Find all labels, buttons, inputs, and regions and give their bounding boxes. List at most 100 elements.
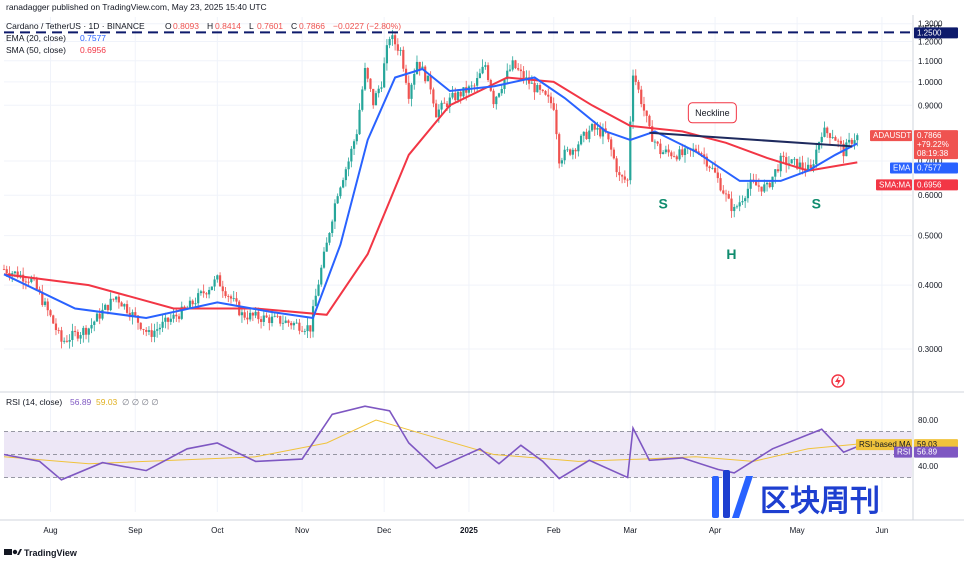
resistance-tag-text: 1.2500 xyxy=(917,28,942,37)
candle xyxy=(407,75,410,104)
candle xyxy=(662,150,665,155)
candle xyxy=(216,274,219,283)
price-tags: 1.2500 ADAUSDT 0.7866+79.22%08:19:38 EMA 0.7… xyxy=(856,27,958,458)
candle-body xyxy=(508,69,512,71)
candle-body xyxy=(246,317,249,320)
candle xyxy=(63,337,66,344)
candle-body xyxy=(84,327,88,335)
candle xyxy=(317,279,320,297)
candle-body xyxy=(776,169,780,172)
candle-body xyxy=(768,182,771,188)
candle xyxy=(309,325,312,339)
candle-body xyxy=(388,39,391,46)
candle-body xyxy=(533,82,536,93)
candle-body xyxy=(268,317,271,324)
candle xyxy=(199,289,203,296)
candle-body xyxy=(538,85,542,90)
candle-body xyxy=(511,60,514,70)
candle xyxy=(369,78,372,93)
candle xyxy=(659,138,662,159)
candle-body xyxy=(243,312,246,318)
price-tick-label: 1.0000 xyxy=(918,78,943,87)
candle xyxy=(301,325,304,333)
candle-body xyxy=(839,140,842,144)
candle-body xyxy=(522,71,525,80)
candle-body xyxy=(54,323,58,331)
candle xyxy=(566,146,569,153)
candle-body xyxy=(153,330,156,337)
rsi-legend-name[interactable]: RSI (14, close) xyxy=(6,397,62,407)
candle xyxy=(667,144,670,157)
candle-body xyxy=(254,311,257,316)
candle-body xyxy=(809,164,812,169)
annotations: S H S Neckline xyxy=(4,31,912,262)
candle xyxy=(525,70,528,85)
time-tick-label: Feb xyxy=(547,526,561,535)
candle xyxy=(670,150,673,160)
candle-body xyxy=(396,44,399,51)
footer-brand: TradingView xyxy=(24,548,78,558)
candle-body xyxy=(188,300,192,309)
candle xyxy=(197,288,200,307)
candle-body xyxy=(694,148,698,152)
time-tick-label: Apr xyxy=(709,526,722,535)
candle-body xyxy=(790,159,793,164)
sma-legend-name[interactable]: SMA (50, close) xyxy=(6,45,66,55)
candle-body xyxy=(95,313,99,322)
candle-body xyxy=(60,330,63,342)
candle xyxy=(240,307,244,323)
candle-body xyxy=(765,182,769,185)
ema-value-tag-text: 0.7577 xyxy=(917,163,942,172)
candle-body xyxy=(648,115,651,127)
candle xyxy=(322,247,326,269)
candle xyxy=(588,125,591,143)
candle-body xyxy=(418,61,421,70)
candle xyxy=(815,142,818,168)
candle-body xyxy=(779,155,782,172)
candle-body xyxy=(355,134,358,142)
published-by-text: ranadagger published on TradingView.com,… xyxy=(6,2,267,12)
candle-body xyxy=(722,190,725,194)
candle-body xyxy=(746,188,750,199)
candle-body xyxy=(336,196,339,204)
candle xyxy=(563,145,566,165)
candle-body xyxy=(158,327,161,330)
candle xyxy=(484,61,487,70)
candle xyxy=(65,335,69,343)
candle xyxy=(325,237,328,252)
candle-body xyxy=(109,298,112,311)
candle xyxy=(281,315,285,331)
candle-body xyxy=(298,322,301,331)
candle-body xyxy=(380,87,383,89)
candle xyxy=(497,92,501,99)
candle-body xyxy=(749,179,752,189)
candle xyxy=(188,296,192,309)
candle xyxy=(645,110,648,123)
candle-body xyxy=(760,186,763,192)
symbol-title[interactable]: Cardano / TetherUS · 1D · BINANCE xyxy=(6,21,145,31)
sma-value-tag-bg xyxy=(914,179,958,191)
candle-body xyxy=(470,85,473,87)
candle-body xyxy=(229,296,233,299)
axes: 1.3000 1.2000 1.1000 1.0000 0.9000 0.7000 0.60… xyxy=(0,15,964,535)
last-price-tag-bg xyxy=(914,130,958,160)
candle-body xyxy=(46,301,49,311)
candle xyxy=(60,326,63,349)
candle xyxy=(831,129,834,140)
candle-body xyxy=(134,312,137,316)
candle xyxy=(582,131,585,143)
candle-body xyxy=(328,233,331,243)
candle xyxy=(839,136,842,152)
candles[interactable] xyxy=(2,29,859,349)
candle xyxy=(470,81,473,93)
ema-legend-value: 0.7577 xyxy=(80,33,106,43)
candle-body xyxy=(79,335,82,339)
candle xyxy=(287,319,290,327)
candle-body xyxy=(333,203,337,222)
candle xyxy=(393,32,397,51)
lightning-icon[interactable] xyxy=(831,374,845,388)
candle-body xyxy=(415,61,419,74)
ema-legend-name[interactable]: EMA (20, close) xyxy=(6,33,66,43)
candle xyxy=(552,97,555,112)
